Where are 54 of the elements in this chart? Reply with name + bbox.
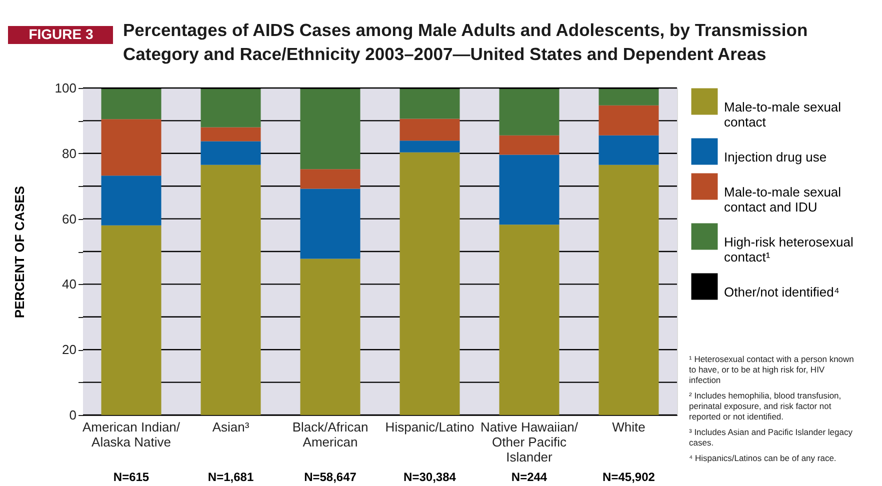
y-tick-label: 20 xyxy=(62,342,76,358)
x-tick-label: Asian³ xyxy=(212,420,250,434)
bar xyxy=(400,140,460,152)
bar xyxy=(200,164,261,415)
bar xyxy=(300,258,360,415)
text: N=30,384 xyxy=(404,470,456,484)
bar xyxy=(101,176,162,226)
y-tick-label: 100 xyxy=(54,80,76,96)
legend-label: Injection drug use xyxy=(724,150,827,164)
bar xyxy=(200,88,261,128)
text: N=244 xyxy=(511,470,548,484)
y-tick-label: 0 xyxy=(69,408,76,422)
bar xyxy=(598,88,659,106)
bar xyxy=(200,141,261,165)
text: ² Includes hemophilia, blood transfusion, perinatal exposure, and risk factor not reported or not identified. xyxy=(689,390,842,422)
legend-label: Male-to-male sexual contact and IDU xyxy=(724,184,842,214)
x-tick-label: Hispanic/Latino xyxy=(385,420,474,434)
legend-label: Other/not identified⁴ xyxy=(724,284,840,300)
bar xyxy=(499,135,560,155)
x-tick-label: American Indian/Alaska Native xyxy=(82,420,180,450)
caption: FIGURE 3 xyxy=(28,26,94,42)
bar xyxy=(200,127,261,142)
y-tick-label: 40 xyxy=(62,276,76,292)
bar xyxy=(499,154,560,225)
bar xyxy=(598,105,659,136)
y-tick-label: 80 xyxy=(62,146,76,161)
x-tick-label: Native Hawaiian/Other Pacific Islander xyxy=(480,420,578,464)
text: N=45,902 xyxy=(602,470,656,484)
bar xyxy=(499,224,560,415)
bar xyxy=(400,152,460,415)
y-tick-label: 60 xyxy=(62,211,76,226)
text: N=1,681 xyxy=(208,470,254,484)
bar xyxy=(101,225,162,415)
bar xyxy=(101,119,162,176)
bar xyxy=(300,88,360,170)
bar xyxy=(400,88,460,119)
x-tick-label: White xyxy=(612,420,646,434)
bar xyxy=(101,88,162,120)
text: ⁴ Hispanics/Latinos can be of any race. xyxy=(689,453,836,463)
text: N=58,647 xyxy=(304,470,357,484)
legend-label: High-risk heterosexual contact¹ xyxy=(724,234,854,264)
chart-title: Percentages of AIDS Cases among Male Adults and Adolescents, by Transmission Category and Race/Ethnicity 2003–2007—United States and Dependent Areas xyxy=(123,20,808,64)
bar xyxy=(499,88,560,136)
bar xyxy=(400,118,460,141)
text: ³ Includes Asian and Pacific Islander legacy cases. xyxy=(689,427,854,448)
text: N=615 xyxy=(113,470,150,484)
bar xyxy=(300,169,360,189)
bar xyxy=(598,164,659,415)
bar xyxy=(598,135,659,165)
x-tick-label: Black/African American xyxy=(292,420,368,450)
y-axis-title: PERCENT OF CASES xyxy=(12,186,27,318)
text: ¹ Heterosexual contact with a person known to have, or to be at high risk for, HIV infection xyxy=(689,354,854,385)
legend-label: Male-to-male sexual contact xyxy=(724,100,842,130)
bar xyxy=(300,188,360,259)
